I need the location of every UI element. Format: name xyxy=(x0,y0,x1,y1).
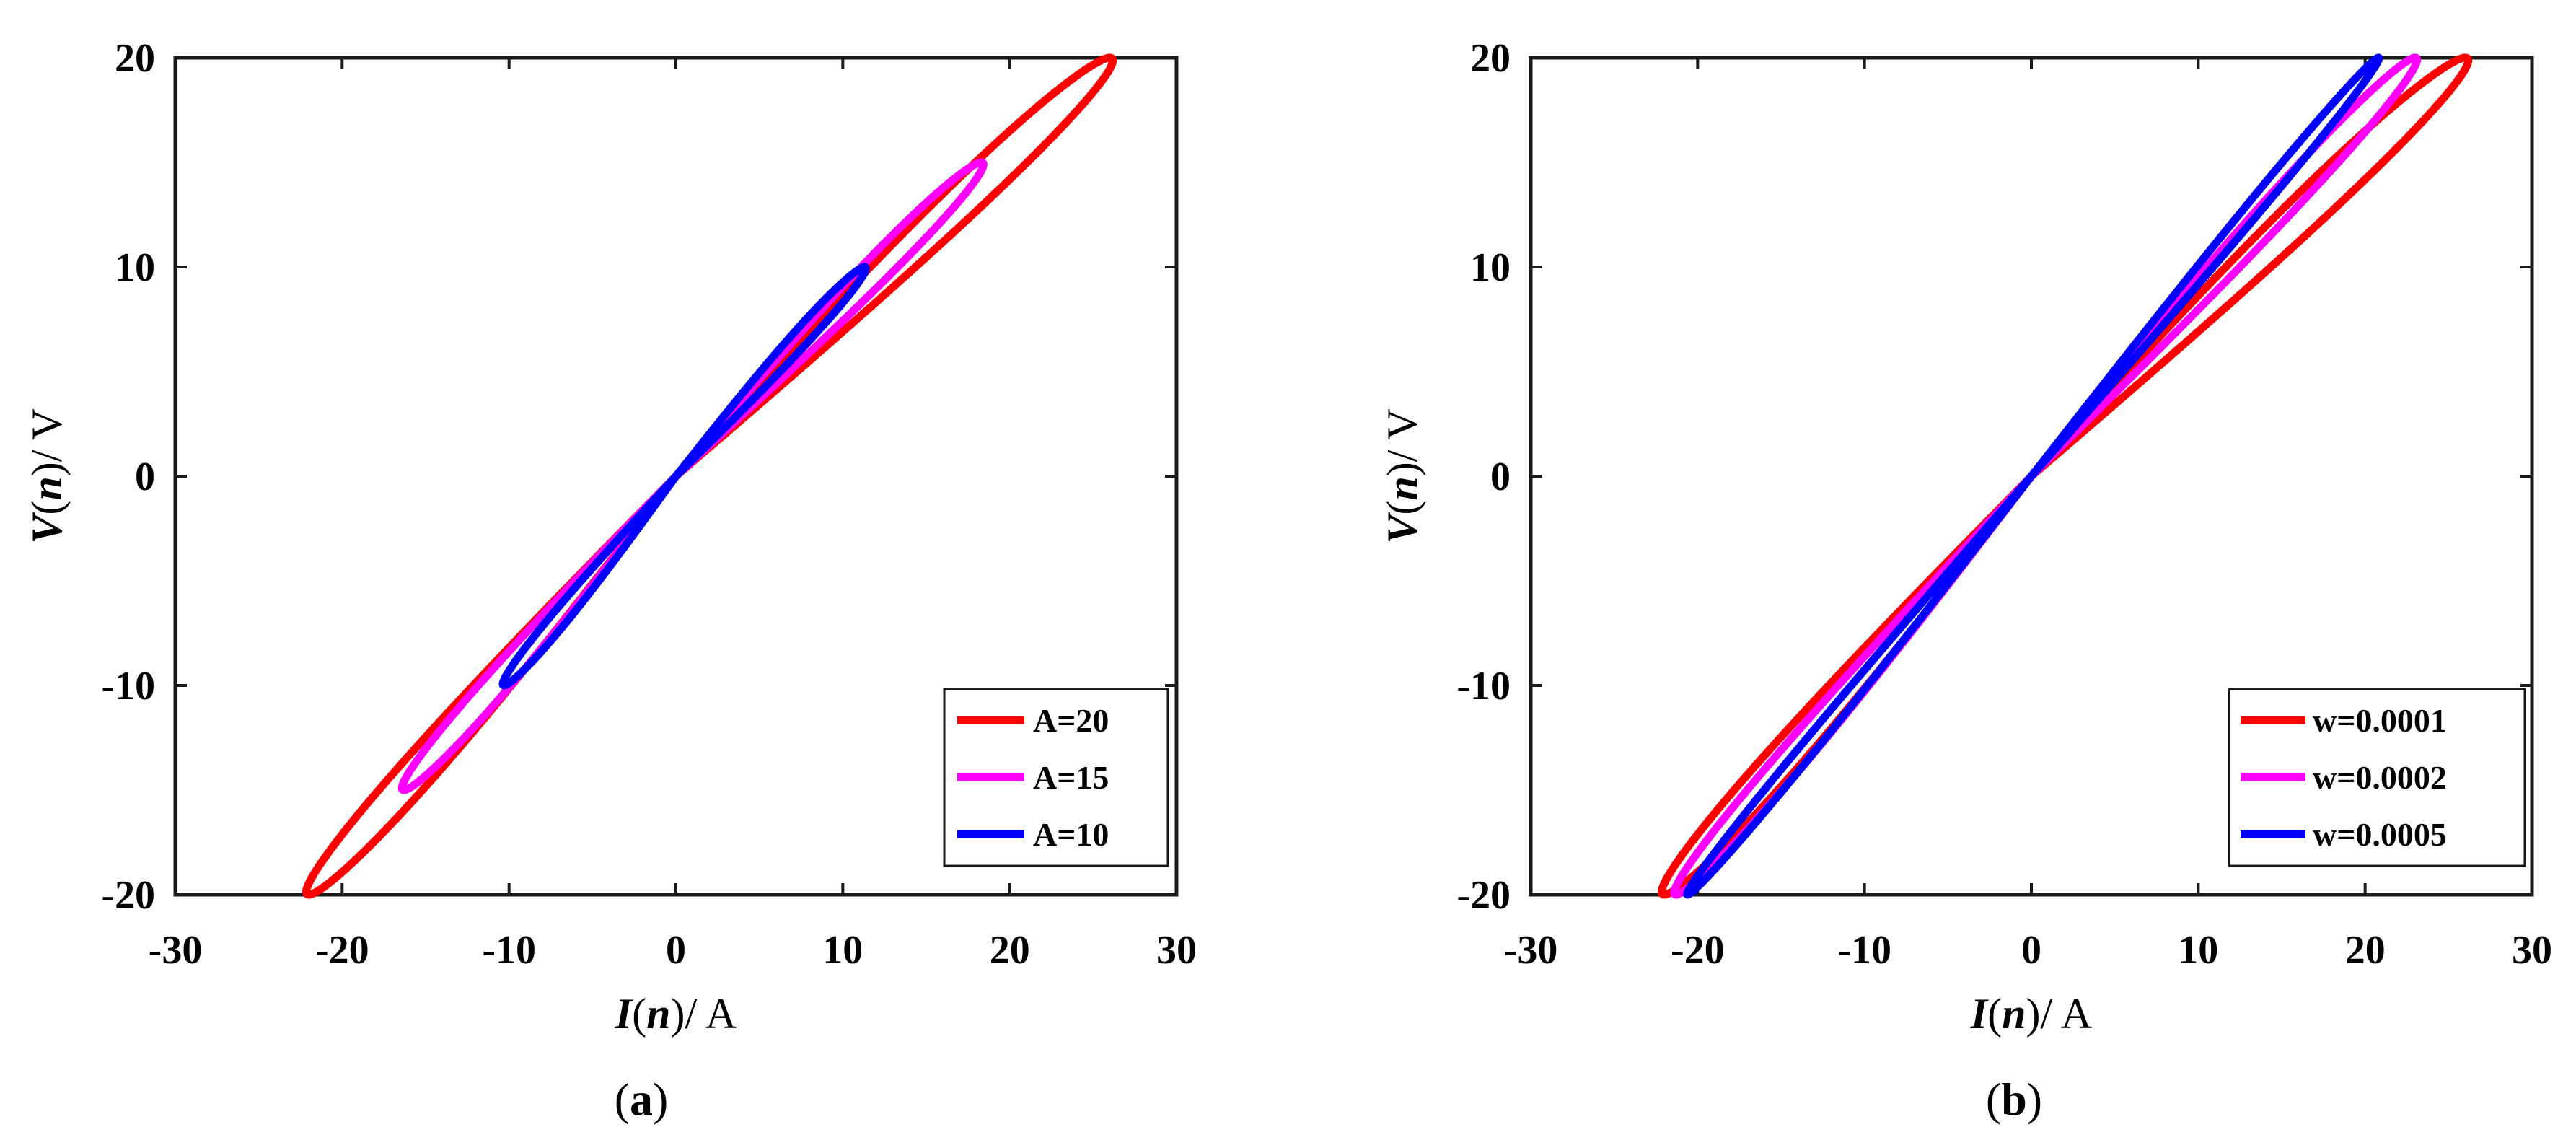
y-tick-label: -10 xyxy=(101,664,155,709)
x-tick-label: -20 xyxy=(315,928,369,973)
y-tick-label: -20 xyxy=(101,873,155,918)
series-loop xyxy=(498,263,870,690)
x-tick-label: 0 xyxy=(2021,928,2041,973)
y-tick-label: 10 xyxy=(115,245,155,290)
legend: A=20 A=15 A=10 xyxy=(943,688,1169,867)
chart-panel-a: -30 -20 -10 0 10 20 30 -20 -10 0 10 20 I… xyxy=(23,36,1197,1125)
y-axis-label: V(n)/ V xyxy=(23,408,71,543)
chart-panel-b: -30 -20 -10 0 10 20 30 -20 -10 0 10 20 I… xyxy=(1379,36,2552,1125)
y-axis-label: V(n)/ V xyxy=(1379,408,1426,543)
y-tick-label: 0 xyxy=(1490,455,1511,499)
y-tick-label: 20 xyxy=(1470,36,1511,81)
x-tick-label: 10 xyxy=(2178,928,2218,973)
x-axis-label: I(n)/ A xyxy=(615,990,737,1038)
y-tick-label: 10 xyxy=(1470,245,1511,290)
panel-caption: (b) xyxy=(1986,1074,2042,1125)
series-curves xyxy=(302,53,1117,899)
x-tick-label: 10 xyxy=(822,928,863,973)
x-tick-label: -10 xyxy=(1837,928,1891,973)
x-tick-label: 30 xyxy=(2512,928,2552,973)
series-loop xyxy=(1683,53,2383,899)
legend-label: w=0.0001 xyxy=(2313,702,2447,739)
x-tick-label: -20 xyxy=(1671,928,1725,973)
y-tick-label: 0 xyxy=(135,455,155,499)
panel-caption: (a) xyxy=(615,1074,669,1125)
x-tick-label: 0 xyxy=(666,928,686,973)
x-tick-label: -30 xyxy=(1504,928,1558,973)
tick-marks xyxy=(174,56,1178,896)
y-tick-label: 20 xyxy=(115,36,155,81)
legend-label: A=15 xyxy=(1033,759,1109,796)
legend-label: w=0.0005 xyxy=(2313,816,2447,853)
x-tick-label: -10 xyxy=(482,928,536,973)
y-tick-label: -20 xyxy=(1456,873,1511,918)
series-curves xyxy=(1658,53,2473,899)
x-tick-label: 30 xyxy=(1156,928,1197,973)
x-tick-label: 20 xyxy=(2345,928,2386,973)
x-tick-label: -30 xyxy=(149,928,203,973)
legend-label: w=0.0002 xyxy=(2313,759,2447,796)
x-tick-label: 20 xyxy=(990,928,1030,973)
legend: w=0.0001 w=0.0002 w=0.0005 xyxy=(2228,688,2526,867)
tick-marks xyxy=(1529,56,2533,896)
y-tick-label: -10 xyxy=(1456,664,1511,709)
legend-label: A=10 xyxy=(1033,816,1109,853)
x-axis-label: I(n)/ A xyxy=(1970,990,2092,1038)
legend-label: A=20 xyxy=(1033,702,1109,739)
